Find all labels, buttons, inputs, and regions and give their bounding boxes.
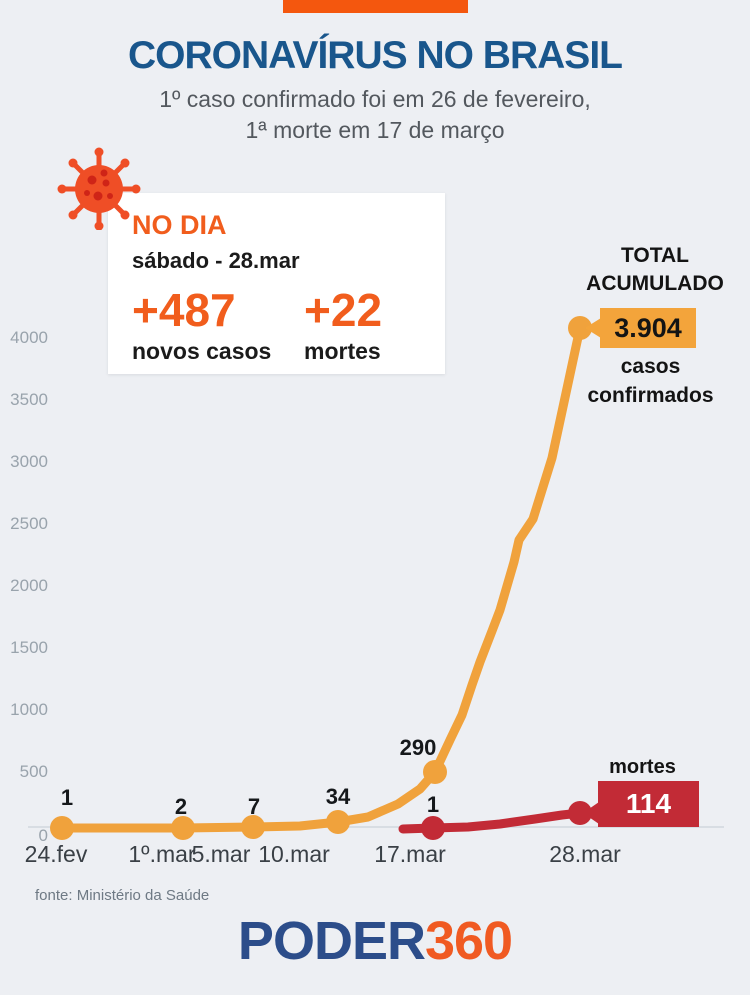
- x-tick-17mar: 17.mar: [374, 841, 446, 867]
- x-tick-24fev: 24.fev: [24, 841, 88, 867]
- cases-badge-pointer: [585, 318, 601, 338]
- source-credit: fonte: Ministério da Saúde: [35, 887, 210, 904]
- daily-card-heading: NO DIA: [132, 210, 227, 240]
- daily-deaths-stat: +22 mortes: [304, 286, 382, 365]
- poder360-logo: PODER360: [0, 910, 750, 972]
- cases-point-label-2: 2: [174, 794, 188, 819]
- daily-deaths-label: mortes: [304, 338, 381, 364]
- total-label-line-1: TOTAL: [620, 244, 690, 267]
- logo-poder-text: PODER: [237, 911, 426, 971]
- x-tick-1mar: 1º.mar: [128, 841, 196, 867]
- page-subtitle: 1º caso confirmado foi em 26 de fevereir…: [0, 84, 750, 146]
- y-tick-500: 500: [19, 762, 48, 781]
- y-tick-0: 0: [38, 826, 48, 845]
- coronavirus-icon: [57, 147, 141, 230]
- y-tick-1500: 1500: [10, 638, 48, 657]
- page-title: CORONAVÍRUS NO BRASIL: [128, 34, 623, 77]
- cases-point-label-290: 290: [399, 735, 437, 760]
- y-tick-4000: 4000: [10, 328, 48, 347]
- y-tick-2000: 2000: [10, 576, 48, 595]
- daily-card-columns: +487 novos casos +22 mortes: [132, 286, 445, 365]
- cases-point-label-7: 7: [247, 794, 261, 819]
- total-cases-badge: 3.904: [585, 308, 696, 348]
- cases-series-label: casos confirmados: [558, 352, 743, 410]
- subtitle-line-1: 1º caso confirmado foi em 26 de fevereir…: [159, 86, 591, 112]
- cases-data-points: [50, 316, 592, 840]
- total-deaths-badge: 114: [583, 781, 699, 827]
- daily-stats-card: NO DIA sábado - 28.mar +487 novos casos …: [108, 193, 445, 374]
- daily-card-date: sábado - 28.mar: [132, 248, 300, 273]
- cases-point-label-1: 1: [60, 785, 74, 810]
- total-cases-value: 3.904: [614, 313, 682, 343]
- cases-point-label-34: 34: [325, 784, 351, 809]
- x-tick-28mar: 28.mar: [549, 841, 621, 867]
- deaths-badge-pointer: [583, 802, 599, 824]
- cases-series-label-line-2: confirmados: [587, 384, 714, 407]
- y-tick-3000: 3000: [10, 452, 48, 471]
- deaths-point-label-1: 1: [426, 792, 440, 817]
- subtitle-line-2: 1ª morte em 17 de março: [245, 117, 505, 143]
- new-cases-label: novos casos: [132, 338, 272, 364]
- virus-spike-tips: [57, 147, 141, 230]
- cases-series-label-line-1: casos: [620, 355, 681, 378]
- deaths-series-label: mortes: [609, 756, 676, 778]
- top-accent-bar: [283, 0, 468, 13]
- x-tick-5mar: 5.mar: [191, 841, 251, 867]
- x-tick-10mar: 10.mar: [258, 841, 330, 867]
- cases-line: [57, 323, 585, 833]
- y-tick-2500: 2500: [10, 514, 48, 533]
- logo-360-text: 360: [424, 911, 513, 971]
- virus-body: [75, 165, 123, 213]
- new-cases-value: +487: [132, 284, 236, 336]
- y-tick-1000: 1000: [10, 700, 48, 719]
- total-deaths-value: 114: [625, 788, 672, 819]
- new-cases-stat: +487 novos casos: [132, 286, 304, 365]
- total-label-line-2: ACUMULADO: [586, 272, 724, 295]
- daily-deaths-value: +22: [304, 284, 383, 336]
- virus-spots: [84, 169, 113, 201]
- y-tick-3500: 3500: [10, 390, 48, 409]
- total-accumulated-label: TOTAL ACUMULADO: [560, 242, 750, 298]
